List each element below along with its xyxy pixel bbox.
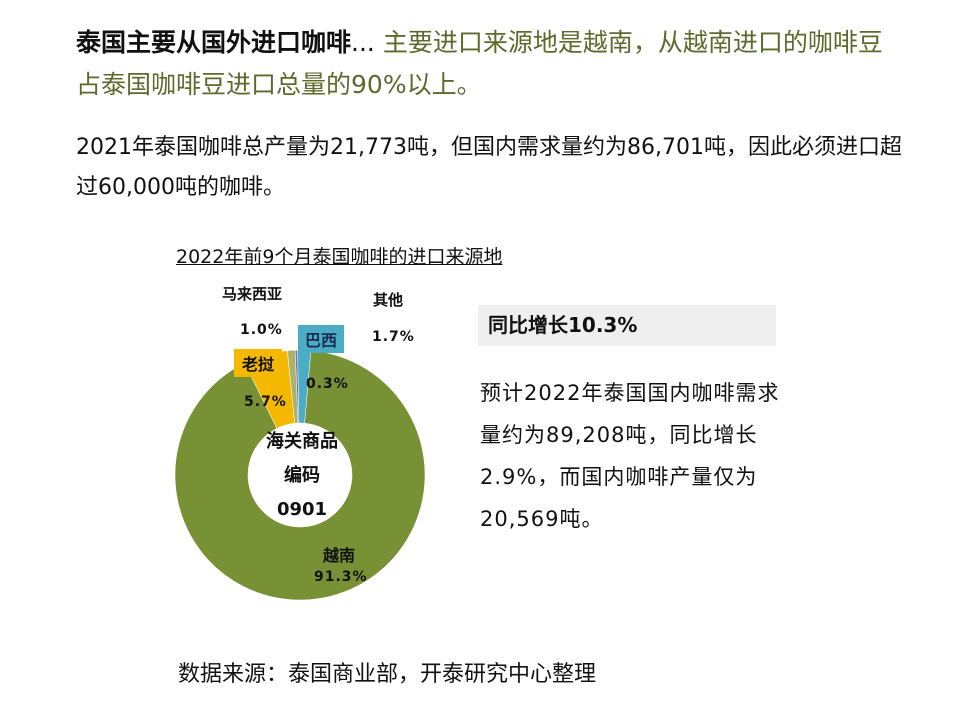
label-vietnam: 越南 [323, 546, 356, 565]
production-paragraph: 2021年泰国咖啡总产量为21,773吨，但国内需求量约为86,701吨，因此必… [76, 135, 902, 200]
center-line-3: 0901 [276, 499, 328, 520]
headline-green: 主要进口来源地是越南，从越南进口的咖啡豆占泰国咖啡豆进口总量的90%以上。 [76, 28, 883, 99]
pct-brazil: 0.3% [306, 376, 349, 392]
chart-title: 2022年前9个月泰国咖啡的进口来源地 [176, 246, 503, 268]
donut-slice-0 [174, 350, 426, 601]
yoy-growth-box: 同比增长10.3% [478, 305, 776, 346]
pct-laos: 5.7% [244, 394, 287, 410]
center-line-2: 编码 [284, 465, 320, 486]
label-malaysia: 马来西亚 [222, 285, 283, 303]
headline: 泰国主要从国外进口咖啡... 主要进口来源地是越南，从越南进口的咖啡豆占泰国咖啡… [76, 22, 906, 106]
pct-vietnam: 91.3% [314, 569, 368, 585]
label-other: 其他 [373, 291, 404, 309]
pct-other: 1.7% [372, 329, 415, 345]
donut-center-label: 海关商品 编码 0901 [252, 425, 352, 527]
forecast-text: 预计2022年泰国国内咖啡需求量约为89,208吨，同比增长2.9%，而国内咖啡… [480, 381, 780, 531]
label-brazil: 巴西 [298, 325, 345, 353]
label-laos: 老挝 [234, 349, 283, 377]
pct-malaysia: 1.0% [240, 322, 283, 338]
data-source: 数据来源：泰国商业部，开泰研究中心整理 [178, 662, 597, 687]
center-line-1: 海关商品 [266, 431, 338, 452]
headline-bold: 泰国主要从国外进口咖啡 [76, 28, 352, 57]
headline-ellipsis: ... [351, 28, 375, 57]
